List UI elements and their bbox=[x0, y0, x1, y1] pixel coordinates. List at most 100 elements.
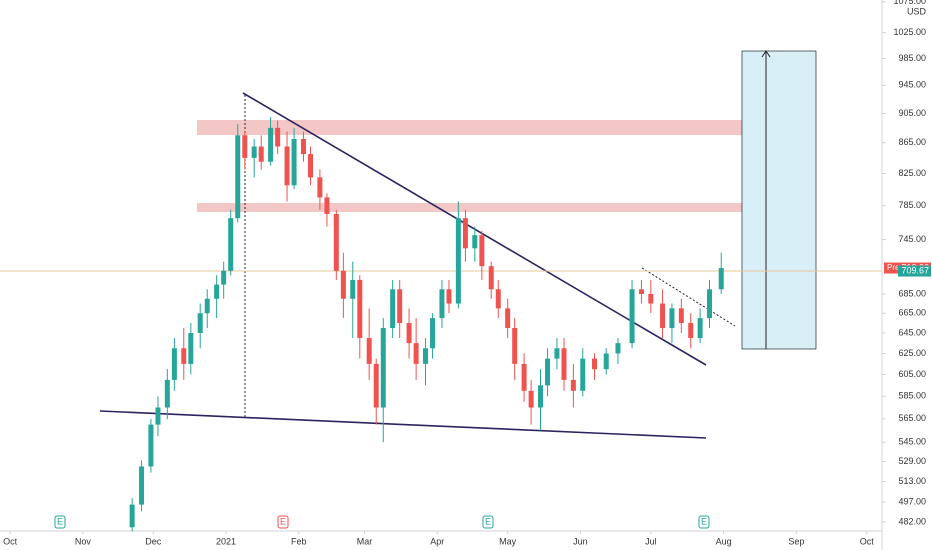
x-tick-label: 2021 bbox=[216, 536, 236, 546]
candle-body bbox=[648, 293, 654, 304]
candle-body bbox=[603, 353, 609, 370]
candle-body bbox=[214, 284, 220, 299]
candle-body bbox=[308, 154, 314, 178]
candle-body bbox=[197, 313, 203, 334]
x-tick-label: Sep bbox=[788, 536, 804, 546]
candle-body bbox=[580, 358, 586, 391]
candle-body bbox=[472, 235, 478, 249]
trend-line bbox=[99, 410, 707, 439]
y-tick-label: 497.00 bbox=[898, 496, 926, 506]
y-tick-label: 565.00 bbox=[898, 413, 926, 423]
candle-body bbox=[181, 348, 187, 364]
candle-body bbox=[688, 323, 694, 339]
candle-body bbox=[155, 407, 161, 425]
candle-body bbox=[706, 289, 712, 319]
event-badge bbox=[698, 515, 710, 529]
candle-body bbox=[228, 218, 234, 271]
candle-body bbox=[251, 146, 257, 158]
candle-body bbox=[505, 308, 511, 328]
candle-body bbox=[629, 289, 635, 344]
candle-body bbox=[366, 338, 372, 364]
event-label: E bbox=[57, 516, 63, 526]
y-tick-label: 545.00 bbox=[898, 437, 926, 447]
event-label: E bbox=[485, 516, 491, 526]
candle-body bbox=[697, 318, 703, 339]
candle-body bbox=[291, 138, 297, 186]
x-tick-label: May bbox=[499, 536, 517, 546]
candle-body bbox=[324, 197, 330, 214]
candle-body bbox=[317, 177, 323, 198]
candle-body bbox=[554, 348, 560, 359]
event-label: E bbox=[701, 516, 707, 526]
y-tick-label: 905.00 bbox=[898, 108, 926, 118]
candle-body bbox=[221, 270, 227, 285]
y-tick-label: 605.00 bbox=[898, 369, 926, 379]
y-tick-label: 625.00 bbox=[898, 348, 926, 358]
last-price-label: 709.67 bbox=[901, 265, 929, 275]
candle-body bbox=[488, 266, 494, 290]
candle-body bbox=[380, 327, 386, 408]
candle-body bbox=[242, 135, 248, 158]
y-tick-label: 1025.00 bbox=[893, 27, 926, 37]
candle-body bbox=[139, 466, 145, 505]
candle-body bbox=[357, 279, 363, 339]
candle-body bbox=[268, 127, 274, 162]
y-tick-label: 745.00 bbox=[898, 234, 926, 244]
projection-box bbox=[741, 50, 817, 350]
candles bbox=[129, 117, 724, 532]
y-tick-label: 945.00 bbox=[898, 80, 926, 90]
candle-body bbox=[591, 358, 597, 370]
candle-body bbox=[423, 348, 429, 364]
x-tick-label: Oct bbox=[3, 536, 18, 546]
candle-body bbox=[300, 138, 306, 155]
currency: USD bbox=[907, 6, 927, 16]
candle-body bbox=[258, 146, 264, 162]
candle-body bbox=[406, 323, 412, 344]
candle-body bbox=[340, 270, 346, 299]
candle-body bbox=[171, 348, 177, 380]
candle-body bbox=[284, 146, 290, 186]
candle-body bbox=[638, 289, 644, 294]
candle-body bbox=[275, 127, 281, 147]
candle-body bbox=[462, 218, 468, 249]
y-tick-label: 785.00 bbox=[898, 200, 926, 210]
x-tick-label: Jun bbox=[573, 536, 588, 546]
x-tick-label: Mar bbox=[357, 536, 373, 546]
y-tick-label: 685.00 bbox=[898, 288, 926, 298]
candle-body bbox=[669, 308, 675, 328]
candle-body bbox=[235, 135, 241, 219]
x-tick-label: Jul bbox=[645, 536, 657, 546]
candle-body bbox=[538, 385, 544, 408]
event-badge bbox=[54, 515, 66, 529]
candle-body bbox=[545, 358, 551, 386]
x-tick-label: Apr bbox=[430, 536, 444, 546]
candle-body bbox=[390, 289, 396, 328]
candle-body bbox=[439, 289, 445, 319]
candle-body bbox=[148, 424, 154, 467]
candle-body bbox=[570, 379, 576, 391]
candle-body bbox=[495, 289, 501, 309]
candle-body bbox=[561, 348, 567, 380]
candle-body bbox=[455, 218, 461, 304]
candle-body bbox=[413, 343, 419, 364]
y-tick-label: 645.00 bbox=[898, 327, 926, 337]
candle-body bbox=[512, 327, 518, 364]
resistance-zone bbox=[197, 203, 811, 212]
event-badge bbox=[482, 515, 494, 529]
candle-body bbox=[718, 268, 724, 290]
event-label: E bbox=[280, 516, 286, 526]
event-badge bbox=[277, 515, 289, 529]
x-tick-label: Dec bbox=[145, 536, 162, 546]
candle-body bbox=[479, 235, 485, 267]
x-tick-label: Nov bbox=[75, 536, 92, 546]
candle-body bbox=[615, 343, 621, 354]
y-tick-label: 1075.00 bbox=[893, 0, 926, 6]
candle-body bbox=[446, 289, 452, 304]
y-tick-label: 865.00 bbox=[898, 137, 926, 147]
candle-body bbox=[204, 298, 210, 314]
x-tick-label: Feb bbox=[291, 536, 307, 546]
candle-body bbox=[164, 379, 170, 408]
y-tick-label: 825.00 bbox=[898, 168, 926, 178]
y-tick-label: 482.00 bbox=[898, 516, 926, 526]
